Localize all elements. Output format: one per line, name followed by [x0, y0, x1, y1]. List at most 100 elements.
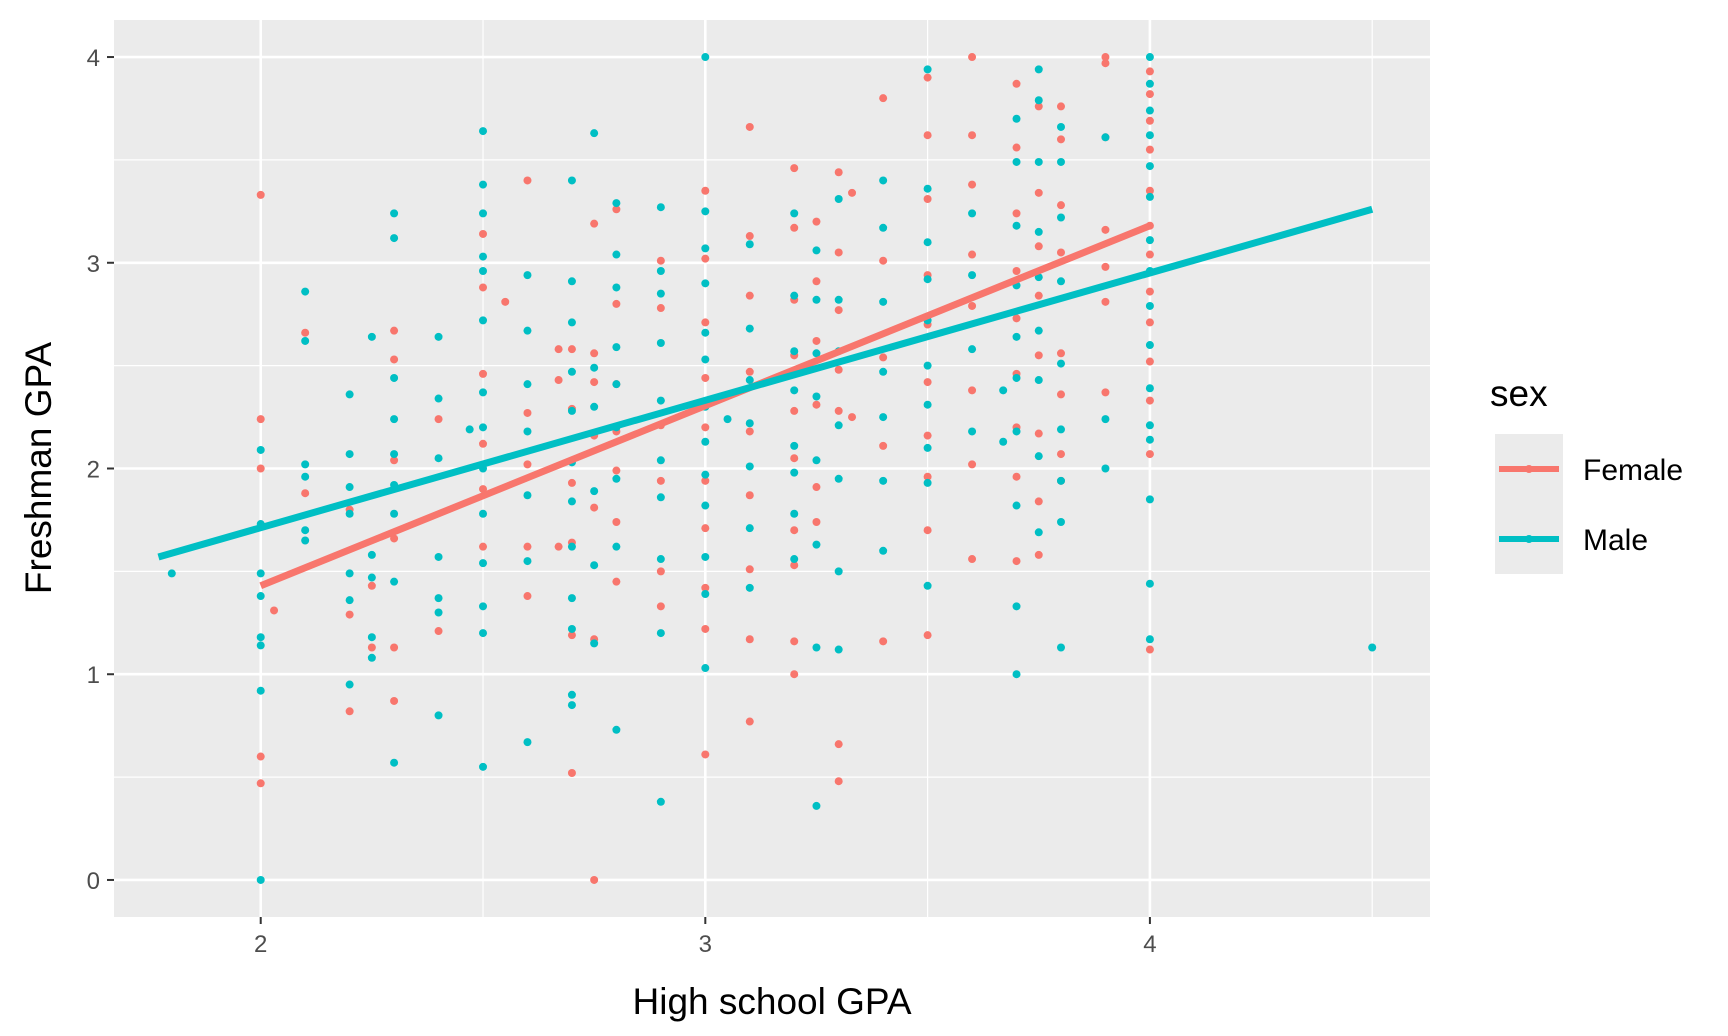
female-point	[612, 299, 621, 308]
female-point	[612, 466, 621, 475]
female-point	[1034, 242, 1043, 251]
male-point	[999, 386, 1008, 395]
x-axis-title: High school GPA	[633, 981, 912, 1022]
male-point	[790, 347, 799, 356]
male-point	[834, 194, 843, 203]
female-point	[612, 517, 621, 526]
male-point	[367, 573, 376, 582]
female-point	[848, 188, 857, 197]
female-point	[1145, 357, 1154, 366]
female-point	[1012, 209, 1021, 218]
male-point	[701, 53, 710, 62]
male-point	[1012, 221, 1021, 230]
female-point	[745, 122, 754, 131]
male-point	[1056, 517, 1065, 526]
male-point	[1101, 415, 1110, 424]
male-point	[1145, 495, 1154, 504]
male-point	[701, 501, 710, 510]
female-point	[968, 53, 977, 62]
male-point	[1145, 421, 1154, 430]
male-point	[656, 456, 665, 465]
male-point	[812, 540, 821, 549]
legend-title: sex	[1490, 373, 1548, 414]
female-point	[701, 318, 710, 327]
male-point	[1368, 643, 1377, 652]
male-point	[923, 238, 932, 247]
male-point	[434, 608, 443, 617]
female-fit-line	[259, 222, 1152, 590]
female-point	[812, 336, 821, 345]
female-point	[479, 439, 488, 448]
male-point	[968, 271, 977, 280]
female-point	[479, 369, 488, 378]
male-point	[1034, 65, 1043, 74]
female-point	[1145, 396, 1154, 405]
x-tick-label: 4	[1143, 931, 1156, 958]
male-point	[256, 875, 265, 884]
female-point	[567, 631, 576, 640]
female-point	[1056, 135, 1065, 144]
male-point	[479, 316, 488, 325]
male-point	[590, 561, 599, 570]
female-point	[523, 460, 532, 469]
male-point	[567, 176, 576, 185]
female-point	[434, 627, 443, 636]
male-point	[656, 289, 665, 298]
female-point	[968, 301, 977, 310]
female-point	[656, 304, 665, 313]
y-tick-label: 3	[87, 251, 100, 278]
female-point	[523, 592, 532, 601]
male-point	[345, 450, 354, 459]
female-point	[590, 378, 599, 387]
male-point	[1101, 133, 1110, 142]
male-point	[923, 184, 932, 193]
male-point	[879, 297, 888, 306]
x-tick-label: 2	[254, 931, 267, 958]
male-point	[256, 686, 265, 695]
male-point	[479, 252, 488, 261]
male-point	[256, 641, 265, 650]
male-point	[523, 557, 532, 566]
male-point	[612, 250, 621, 259]
female-point	[879, 353, 888, 362]
male-point	[434, 394, 443, 403]
female-point	[701, 476, 710, 485]
male-point	[434, 454, 443, 463]
female-point	[367, 581, 376, 590]
y-tick-label: 2	[87, 457, 100, 484]
male-point	[390, 209, 399, 218]
female-point	[656, 602, 665, 611]
male-point	[834, 421, 843, 430]
male-point	[612, 343, 621, 352]
female-point	[923, 378, 932, 387]
male-point	[479, 209, 488, 218]
female-point	[554, 376, 563, 385]
male-point	[923, 275, 932, 284]
female-point	[1034, 188, 1043, 197]
legend-key-point-female	[1525, 465, 1533, 473]
female-point	[523, 408, 532, 417]
female-point	[968, 555, 977, 564]
female-point	[790, 637, 799, 646]
female-point	[834, 168, 843, 177]
male-point	[590, 363, 599, 372]
female-point	[612, 577, 621, 586]
male-point	[745, 324, 754, 333]
male-point	[612, 725, 621, 734]
male-point	[723, 415, 732, 424]
x-axis: 2 3 4	[254, 917, 1157, 958]
male-point	[1034, 452, 1043, 461]
male-point	[590, 129, 599, 138]
male-point	[479, 629, 488, 638]
male-point	[590, 487, 599, 496]
male-point	[567, 701, 576, 710]
male-point	[656, 493, 665, 502]
male-point	[1145, 162, 1154, 171]
female-point	[656, 567, 665, 576]
female-point	[745, 291, 754, 300]
female-point	[479, 283, 488, 292]
male-point	[479, 388, 488, 397]
female-point	[834, 248, 843, 257]
male-point	[612, 380, 621, 389]
male-point	[656, 396, 665, 405]
